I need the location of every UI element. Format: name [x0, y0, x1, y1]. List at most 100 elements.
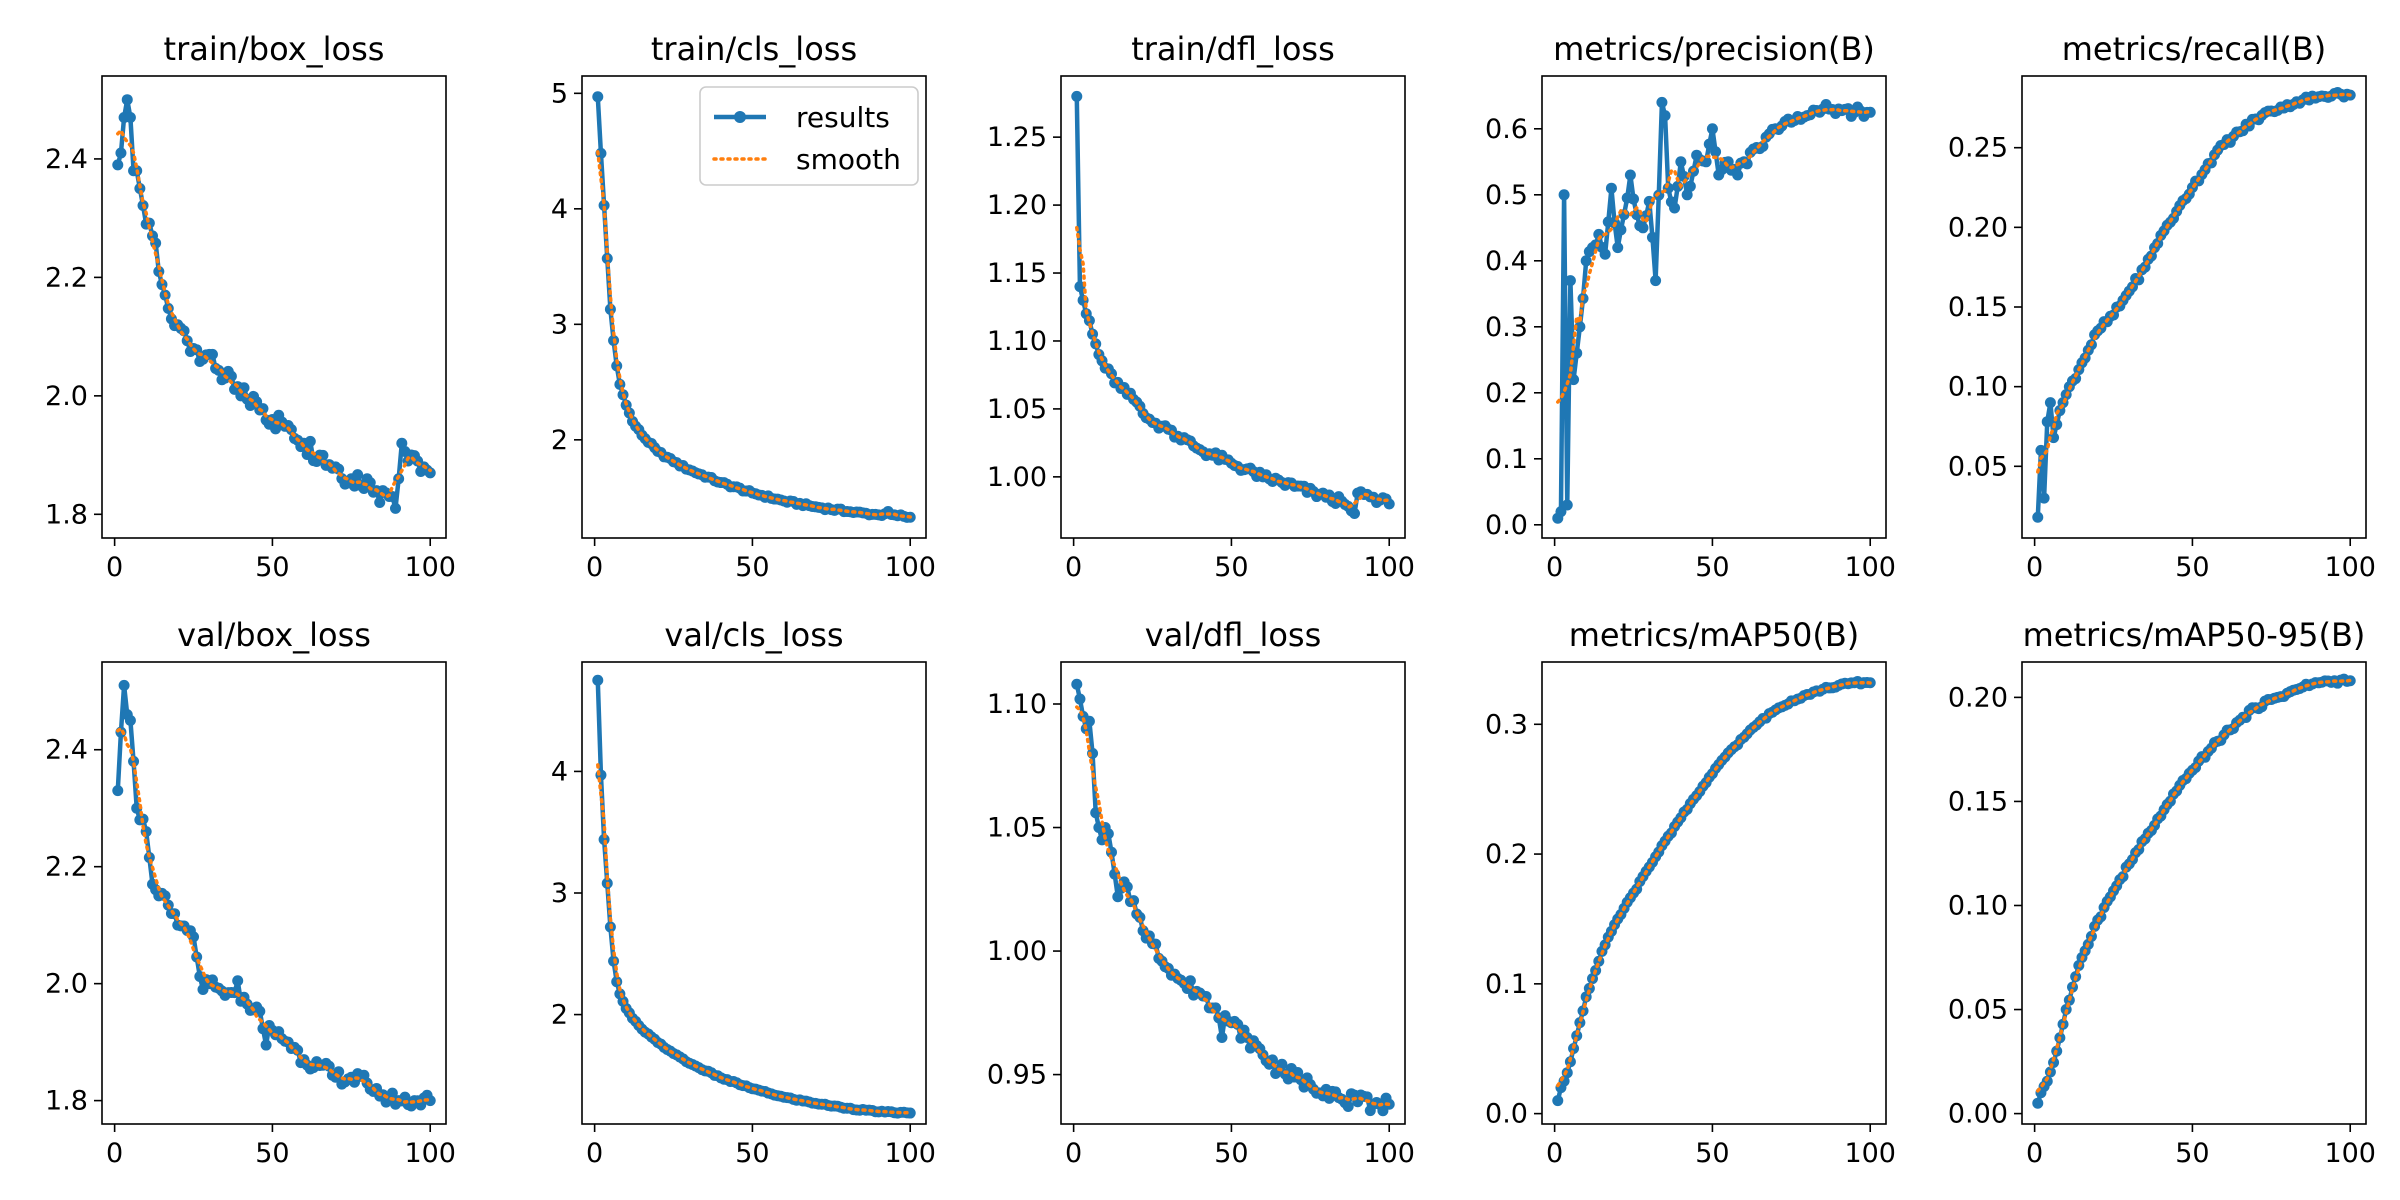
- y-tick-label: 0.3: [1485, 312, 1528, 343]
- y-tick-label: 0.4: [1485, 246, 1528, 277]
- data-point: [1564, 275, 1576, 287]
- y-tick-label: 0.2: [1485, 378, 1528, 409]
- x-tick-label: 100: [1363, 552, 1415, 583]
- data-point: [1757, 140, 1769, 152]
- data-point: [352, 469, 364, 481]
- y-tick-label: 1.25: [987, 122, 1047, 153]
- data-point: [1628, 193, 1640, 205]
- x-tick-label: 0: [106, 552, 123, 583]
- data-point: [1561, 499, 1573, 511]
- x-tick-label: 100: [1363, 1138, 1415, 1169]
- x-tick-label: 50: [1214, 1138, 1248, 1169]
- x-tick-label: 100: [884, 1138, 936, 1169]
- y-tick-label: 1.20: [987, 190, 1047, 221]
- x-tick-label: 50: [735, 552, 769, 583]
- panel-metrics-map50-95-b: metrics/mAP50-95(B) 0 50 100 0.00 0.05 0.10 0.1…: [1948, 616, 2376, 1169]
- y-tick-label: 0.20: [1948, 212, 2008, 243]
- y-tick-label: 0.15: [1948, 292, 2008, 323]
- y-tick-label: 0.10: [1948, 372, 2008, 403]
- y-tick-label: 0.1: [1485, 444, 1528, 475]
- y-tick-label: 3: [551, 309, 568, 340]
- x-tick-label: 50: [1695, 552, 1729, 583]
- axes-frame: [1541, 661, 1887, 1125]
- x-tick-label: 100: [2324, 552, 2376, 583]
- data-point: [118, 679, 130, 691]
- data-point: [1675, 156, 1687, 168]
- y-tick-label: 1.8: [45, 499, 88, 530]
- data-point: [115, 147, 127, 159]
- data-point: [1681, 189, 1693, 201]
- data-point: [206, 348, 218, 360]
- data-point: [1605, 182, 1617, 194]
- data-point: [225, 370, 237, 382]
- y-tick-label: 2.4: [45, 144, 88, 175]
- data-point: [128, 755, 140, 767]
- y-tick-label: 2: [551, 1000, 568, 1031]
- axes-frame: [1541, 75, 1887, 539]
- panel-metrics-precision-b: metrics/precision(B) 0 50 100 0.0 0.1 0.2 0.3 0.…: [1485, 30, 1896, 583]
- y-tick-label: 2.2: [45, 852, 88, 883]
- x-tick-label: 50: [1695, 1138, 1729, 1169]
- y-tick-label: 0.00: [1948, 1099, 2008, 1130]
- data-point: [1669, 202, 1681, 214]
- y-tick-label: 5: [551, 78, 568, 109]
- x-tick-label: 50: [2175, 1138, 2209, 1169]
- data-point: [1650, 275, 1662, 287]
- x-tick-label: 100: [1844, 552, 1896, 583]
- y-tick-label: 0.10: [1948, 890, 2008, 921]
- y-tick-label: 3: [551, 878, 568, 909]
- y-tick-label: 1.10: [987, 689, 1047, 720]
- data-point: [112, 785, 124, 797]
- axes-frame: [101, 661, 447, 1125]
- axes-frame: [101, 75, 447, 539]
- series-smooth-line: [116, 726, 432, 1104]
- y-tick-label: 2.4: [45, 735, 88, 766]
- y-tick-label: 2.2: [45, 262, 88, 293]
- legend-smooth-label: smooth: [796, 143, 901, 176]
- x-tick-label: 100: [404, 1138, 456, 1169]
- data-point: [260, 1039, 272, 1051]
- axes-frame: [1060, 661, 1406, 1125]
- y-tick-label: 0.05: [1948, 995, 2008, 1026]
- series-smooth-line: [1556, 107, 1872, 404]
- data-point: [1684, 180, 1696, 192]
- data-point: [1128, 895, 1140, 907]
- chart-title: metrics/precision(B): [1553, 30, 1875, 68]
- data-point: [1184, 975, 1196, 987]
- y-tick-label: 4: [551, 194, 568, 225]
- y-tick-label: 0.2: [1485, 839, 1528, 870]
- y-tick-label: 0.1: [1485, 969, 1528, 1000]
- x-tick-label: 0: [2026, 1138, 2043, 1169]
- x-tick-label: 50: [735, 1138, 769, 1169]
- chart-title: val/cls_loss: [664, 616, 843, 654]
- data-point: [364, 477, 376, 489]
- data-point: [396, 437, 408, 449]
- panel-val-box-loss: val/box_loss 0 50 100 1.8 2.0 2.2 2.4: [45, 616, 456, 1169]
- x-tick-label: 0: [2026, 552, 2043, 583]
- x-tick-label: 50: [255, 1138, 289, 1169]
- data-point: [592, 674, 604, 686]
- panel-train-cls-loss: train/cls_loss 0 50 100 2 3 4 5 results smooth: [551, 30, 936, 583]
- data-point: [1552, 1095, 1564, 1107]
- data-point: [1580, 255, 1592, 267]
- x-tick-label: 50: [255, 552, 289, 583]
- data-point: [1112, 891, 1124, 903]
- x-tick-label: 100: [1844, 1138, 1896, 1169]
- data-point: [124, 714, 136, 726]
- x-tick-label: 0: [1546, 1138, 1563, 1169]
- series-smooth-line: [596, 150, 912, 519]
- data-point: [232, 975, 244, 987]
- chart-title: train/cls_loss: [651, 30, 857, 68]
- x-tick-label: 50: [1214, 552, 1248, 583]
- data-point: [1349, 508, 1360, 520]
- panel-val-dfl-loss: val/dfl_loss 0 50 100 0.95 1.00 1.05 1.10: [987, 616, 1415, 1169]
- data-point: [2032, 511, 2044, 523]
- data-point: [1703, 138, 1715, 150]
- y-tick-label: 1.05: [987, 394, 1047, 425]
- data-point: [1710, 146, 1722, 158]
- data-point: [1071, 678, 1083, 690]
- data-point: [1646, 231, 1658, 243]
- data-point: [304, 435, 316, 447]
- y-tick-label: 2: [551, 425, 568, 456]
